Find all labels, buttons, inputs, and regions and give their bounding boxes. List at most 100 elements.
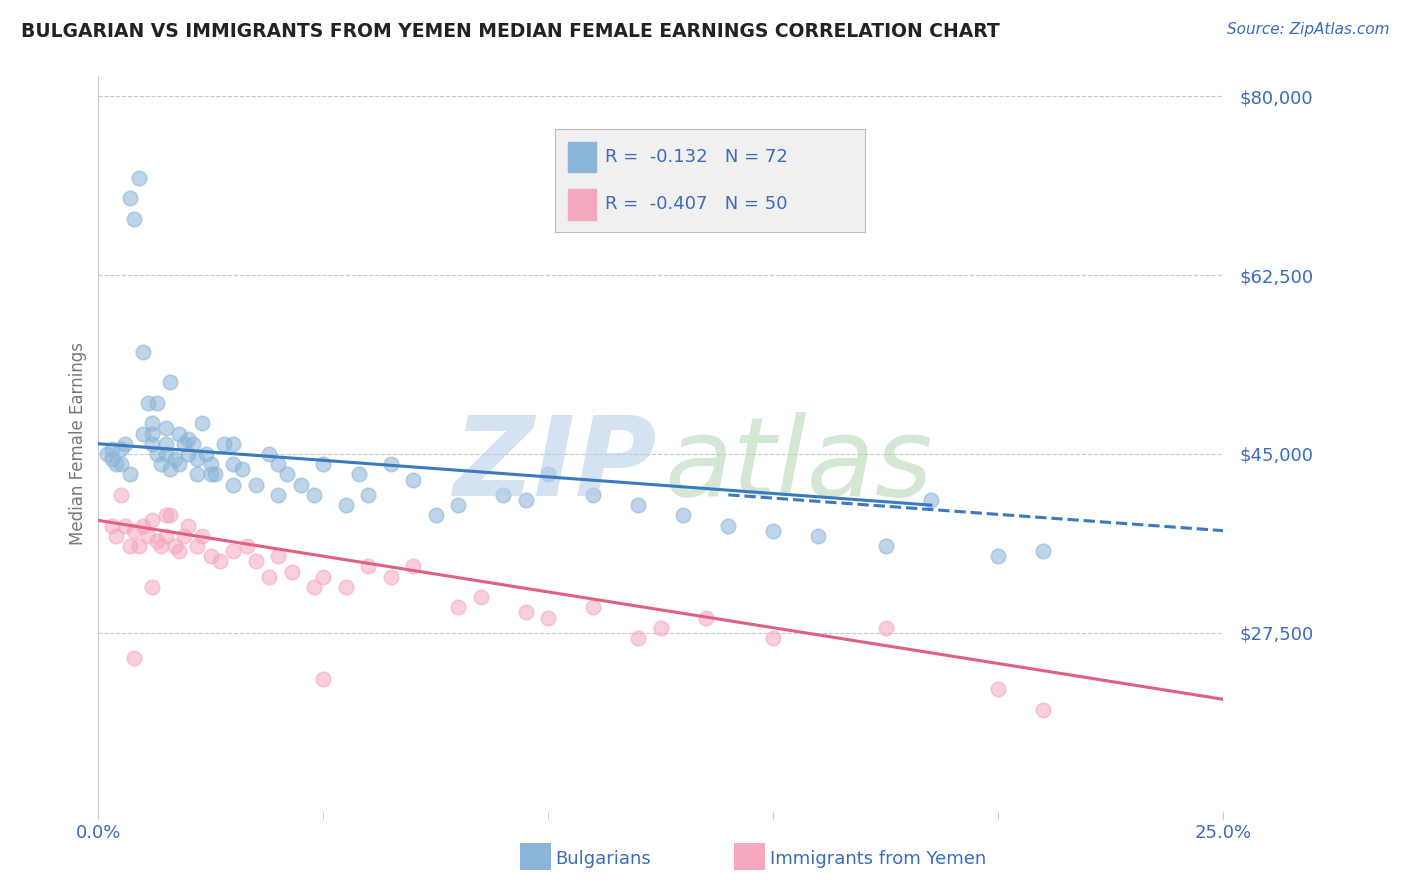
Point — [204, 467, 226, 482]
Point — [214, 436, 236, 450]
Point — [195, 447, 218, 461]
Text: atlas: atlas — [664, 412, 932, 519]
Point — [807, 529, 830, 543]
Point — [136, 396, 159, 410]
Point — [762, 631, 785, 645]
Point — [150, 539, 173, 553]
Point — [259, 447, 281, 461]
Point — [312, 457, 335, 471]
Point — [114, 436, 136, 450]
Point — [672, 508, 695, 523]
Text: R =  -0.407   N = 50: R = -0.407 N = 50 — [605, 195, 787, 213]
Point — [96, 447, 118, 461]
Point — [304, 488, 326, 502]
Point — [717, 518, 740, 533]
Point — [141, 513, 163, 527]
Point — [155, 447, 177, 461]
Point — [231, 462, 253, 476]
Point — [169, 426, 191, 441]
Point — [159, 462, 181, 476]
Point — [627, 631, 650, 645]
Point — [186, 539, 208, 553]
Point — [128, 171, 150, 186]
Point — [110, 442, 132, 456]
Point — [447, 600, 470, 615]
Point — [492, 488, 515, 502]
Point — [762, 524, 785, 538]
Text: BULGARIAN VS IMMIGRANTS FROM YEMEN MEDIAN FEMALE EARNINGS CORRELATION CHART: BULGARIAN VS IMMIGRANTS FROM YEMEN MEDIA… — [21, 22, 1000, 41]
Point — [173, 529, 195, 543]
Point — [181, 436, 204, 450]
Point — [200, 549, 222, 564]
Point — [515, 606, 537, 620]
Point — [875, 621, 897, 635]
Point — [146, 396, 169, 410]
Point — [124, 524, 146, 538]
Point — [110, 457, 132, 471]
Point — [1032, 702, 1054, 716]
Point — [267, 457, 290, 471]
Point — [163, 452, 186, 467]
Point — [259, 569, 281, 583]
Point — [141, 426, 163, 441]
Point — [136, 529, 159, 543]
Point — [191, 417, 214, 431]
Point — [155, 529, 177, 543]
Point — [276, 467, 298, 482]
Point — [335, 498, 357, 512]
Point — [515, 493, 537, 508]
Bar — [568, 142, 596, 172]
Point — [150, 457, 173, 471]
Point — [222, 436, 245, 450]
Point — [335, 580, 357, 594]
Point — [177, 447, 200, 461]
Point — [155, 436, 177, 450]
Point — [101, 452, 124, 467]
Point — [200, 457, 222, 471]
Point — [290, 477, 312, 491]
Point — [357, 559, 380, 574]
Point — [312, 672, 335, 686]
Point — [163, 539, 186, 553]
Point — [267, 488, 290, 502]
Point — [155, 508, 177, 523]
Point — [118, 539, 141, 553]
Text: Source: ZipAtlas.com: Source: ZipAtlas.com — [1226, 22, 1389, 37]
Point — [349, 467, 371, 482]
Point — [695, 610, 717, 624]
Point — [146, 533, 169, 548]
Point — [159, 376, 181, 390]
Point — [537, 610, 560, 624]
Point — [132, 426, 155, 441]
Point — [222, 544, 245, 558]
Point — [920, 493, 942, 508]
Point — [380, 457, 402, 471]
Point — [141, 417, 163, 431]
Point — [987, 549, 1010, 564]
Point — [169, 457, 191, 471]
Point — [875, 539, 897, 553]
Point — [470, 590, 492, 604]
Text: R =  -0.132   N = 72: R = -0.132 N = 72 — [605, 148, 787, 166]
Point — [222, 457, 245, 471]
Point — [987, 681, 1010, 696]
Point — [627, 498, 650, 512]
Text: ZIP: ZIP — [454, 412, 658, 519]
Point — [118, 191, 141, 205]
Point — [101, 518, 124, 533]
Bar — [568, 189, 596, 219]
Point — [124, 211, 146, 226]
Point — [105, 529, 128, 543]
Point — [380, 569, 402, 583]
Point — [245, 554, 267, 568]
Point — [582, 600, 605, 615]
Point — [141, 580, 163, 594]
Point — [191, 529, 214, 543]
Point — [105, 457, 128, 471]
Point — [155, 421, 177, 435]
Point — [118, 467, 141, 482]
Point — [312, 569, 335, 583]
Point — [402, 473, 425, 487]
Point — [425, 508, 447, 523]
Point — [177, 518, 200, 533]
